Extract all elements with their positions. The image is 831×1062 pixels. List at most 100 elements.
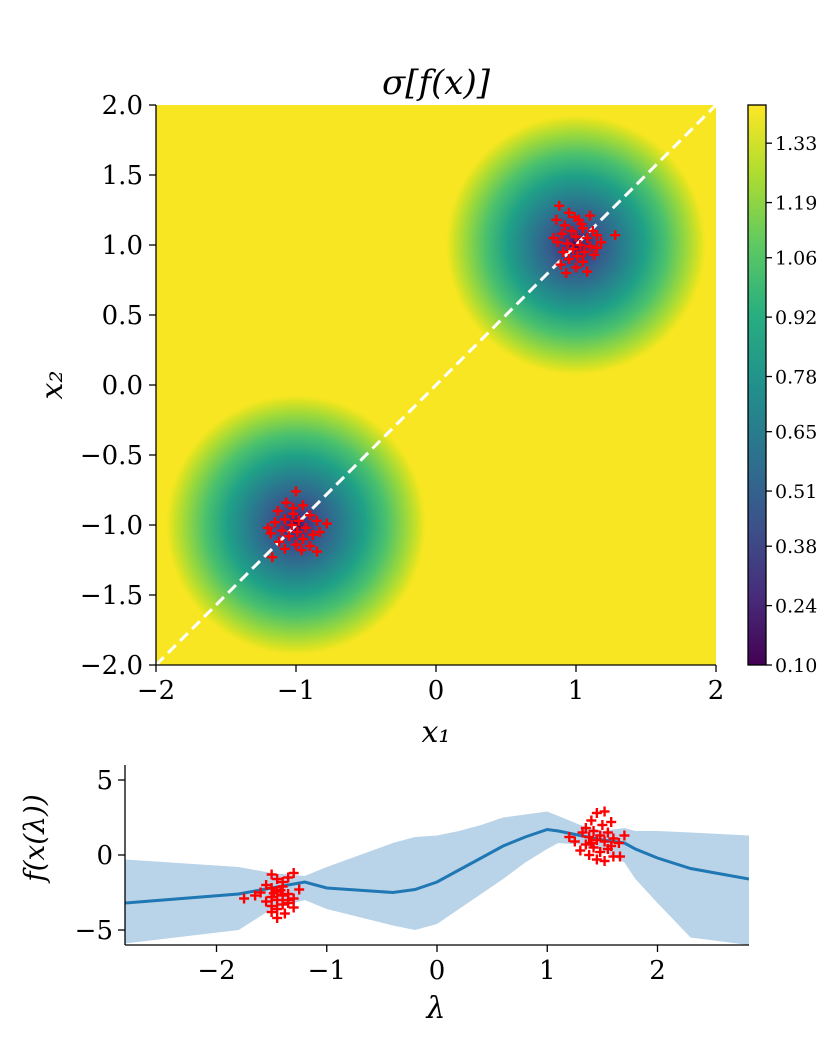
observation-marker (582, 266, 593, 277)
observation-marker (263, 522, 273, 533)
observation-marker (312, 515, 322, 526)
line-observation-marker (575, 845, 586, 856)
line-observation-marker (606, 817, 617, 827)
heatmap-panel: −2 −1 0 1 2 2.0 1.5 1.0 0.5 0.0 −0.5 −1.0 −1.5 −2.0 σ… (35, 63, 724, 750)
observation-marker (321, 518, 332, 529)
line-observation-marker (619, 830, 630, 841)
observation-marker (592, 242, 602, 253)
heatmap-ytick-label: −0.5 (80, 441, 143, 471)
line-axes: −2 −1 0 1 2 5 0 −5 (75, 766, 666, 986)
heatmap-xtick-label: 1 (568, 676, 585, 706)
observation-marker (564, 254, 574, 264)
observation-marker (610, 230, 621, 241)
line-ylabel: f(x(λ)) (18, 794, 51, 884)
observation-marker (293, 515, 304, 526)
observation-marker (270, 517, 280, 528)
colorbar-tick-label: 0.78 (775, 367, 817, 389)
colorbar-tick-label: 0.10 (775, 655, 817, 677)
colorbar-gradient (747, 104, 767, 666)
heatmap-ytick-label: 2.0 (102, 91, 143, 121)
heatmap-xtick-label: 0 (428, 676, 445, 706)
line-xtick-label: −2 (197, 956, 235, 986)
observation-marker (548, 233, 559, 243)
observation-marker (572, 251, 583, 262)
observation-marker (267, 552, 278, 563)
line-observation-marker (272, 913, 283, 923)
line-observation-marker (283, 895, 294, 905)
heatmap-xtick-label: −2 (137, 676, 175, 706)
line-observation-marker (261, 880, 272, 890)
heatmap-xtick-label: −1 (277, 676, 315, 706)
colorbar-tick-label: 0.65 (775, 422, 817, 444)
line-observation-marker (599, 856, 610, 866)
line-observation-marker (275, 885, 286, 896)
diagonal-dashed-line (156, 105, 716, 665)
observation-marker (575, 240, 586, 250)
confidence-band (125, 811, 749, 945)
line-observation-marker (599, 806, 610, 817)
heatmap-ytick-label: −1.0 (80, 511, 143, 541)
heatmap-ytick-label: −2.0 (80, 651, 143, 681)
observation-marker (557, 228, 567, 239)
observation-marker (554, 200, 565, 211)
observation-marker (274, 536, 285, 547)
heatmap-ytick-label: 1.0 (102, 231, 143, 261)
heatmap-ytick-label: 1.5 (102, 161, 143, 191)
colorbar-tick-label: 0.51 (775, 481, 817, 503)
line-observation-marker (615, 851, 626, 862)
line-observation-marker (569, 836, 580, 847)
observation-marker (277, 525, 287, 536)
line-observation-marker (584, 832, 595, 842)
observation-marker (559, 220, 570, 231)
observation-marker (564, 207, 574, 218)
observation-marker (569, 212, 580, 222)
line-observation-marker (266, 883, 277, 893)
observation-marker (596, 237, 607, 248)
heatmap-axes: −2 −1 0 1 2 2.0 1.5 1.0 0.5 0.0 −0.5 −1.0 −1.5 −2.0 (80, 91, 724, 706)
line-observation-marker (584, 850, 595, 860)
line-observation-marker (288, 893, 299, 904)
line-ytick-label: 0 (96, 841, 113, 871)
line-observation-marker (288, 868, 299, 878)
line-xtick-label: 0 (429, 956, 446, 986)
line-observation-marker (266, 907, 277, 917)
observation-marker (589, 249, 600, 260)
observation-marker (312, 546, 322, 557)
line-observation-marker (255, 887, 266, 898)
observation-marker (307, 529, 318, 540)
line-observation-marker (564, 832, 575, 842)
observation-marker (555, 259, 566, 270)
line-observation-marker (294, 884, 305, 895)
observation-marker (281, 497, 292, 508)
observation-marker (551, 214, 562, 225)
observation-marker (291, 486, 301, 497)
observation-marker (272, 506, 283, 516)
colorbar-tick-label: 1.06 (775, 248, 817, 270)
line-observation-marker (272, 895, 283, 905)
colorbar-tick-label: 0.38 (775, 536, 817, 558)
line-observation-marker (586, 815, 597, 826)
line-ytick-label: −5 (75, 916, 113, 946)
line-xtick-label: −1 (308, 956, 346, 986)
observation-marker (576, 219, 587, 229)
colorbar-tick-label: 1.33 (775, 133, 817, 155)
colorbar-tick-label: 0.24 (775, 596, 817, 618)
observation-marker (298, 534, 308, 544)
line-observation-marker (268, 888, 279, 899)
heatmap-title: σ[f(x)] (382, 63, 491, 103)
observation-marker (571, 231, 581, 242)
observation-marker (288, 503, 299, 514)
line-observation-points (239, 806, 630, 923)
observation-marker (305, 541, 315, 551)
observation-marker (279, 514, 290, 525)
line-observation-marker (261, 896, 272, 907)
observation-marker (571, 262, 581, 273)
observation-marker (292, 527, 303, 537)
line-observation-marker (277, 899, 288, 910)
line-observation-marker (595, 847, 606, 857)
heatmap-ytick-label: −1.5 (80, 581, 143, 611)
colorbar-tick-label: 1.19 (775, 193, 817, 215)
line-xlabel: λ (425, 991, 445, 1026)
colorbar-tick-label: 0.92 (775, 307, 817, 329)
